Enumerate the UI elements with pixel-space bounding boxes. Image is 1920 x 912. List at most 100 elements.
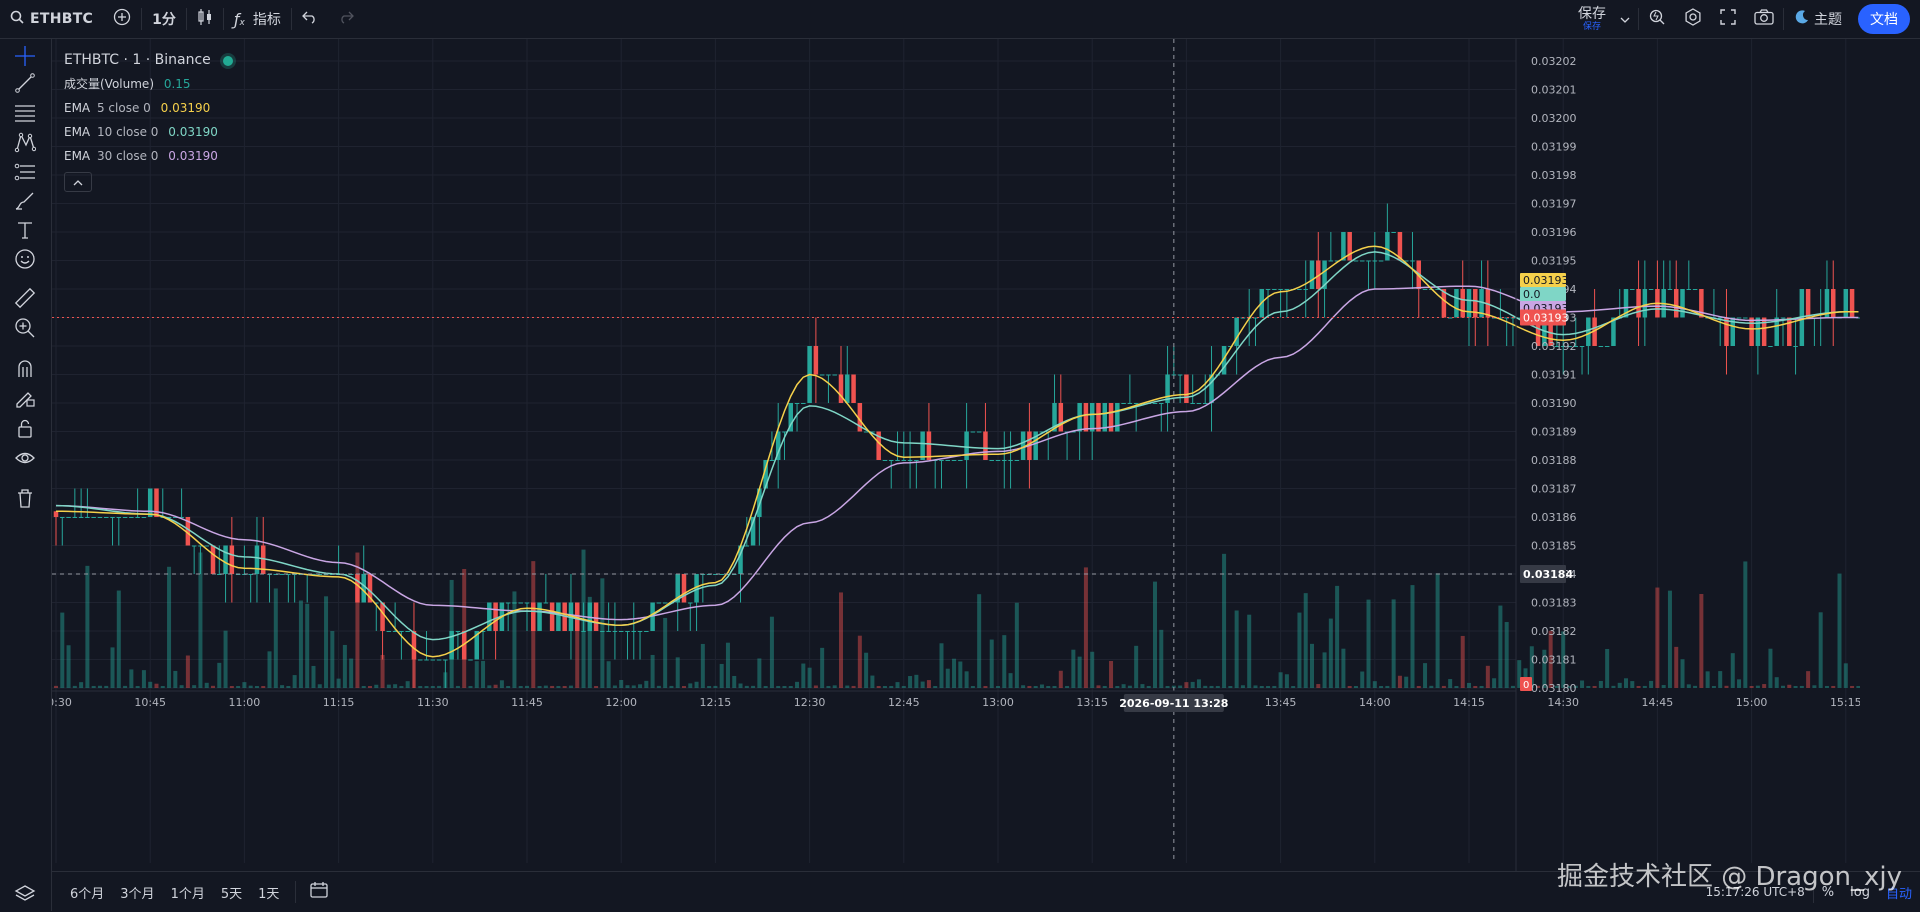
theme-button[interactable]: 主题: [1784, 0, 1852, 38]
symbol-search[interactable]: ETHBTC: [0, 0, 103, 38]
legend-volume-row[interactable]: 成交量(Volume) 0.15: [64, 72, 233, 96]
crosshair-tool-icon[interactable]: [12, 43, 38, 69]
save-options-button[interactable]: [1612, 0, 1638, 38]
volume-bar: [933, 685, 938, 688]
volume-bar: [1655, 587, 1660, 688]
legend-ema30-row[interactable]: EMA 30 close 0 0.03190: [64, 144, 233, 168]
watermark: 掘金技术社区 @ Dragon_xjy: [1556, 862, 1902, 892]
eye-tool-icon[interactable]: [12, 445, 38, 471]
fib-tool-icon[interactable]: [12, 159, 38, 185]
pencil-lock-tool-icon[interactable]: [12, 385, 38, 411]
volume-bar: [914, 674, 919, 688]
legend-collapse-button[interactable]: [64, 172, 92, 192]
volume-bar: [826, 685, 831, 688]
time-tick-label: 12:00: [605, 696, 637, 709]
candle-body: [631, 631, 637, 632]
price-tick-label: 0.03180: [1531, 682, 1577, 695]
volume-bar: [1636, 685, 1641, 688]
volume-bar: [908, 676, 913, 688]
volume-bar: [920, 681, 925, 688]
volume-bar: [795, 681, 800, 688]
candle-body: [1133, 403, 1139, 404]
range-5d[interactable]: 5天: [220, 886, 243, 902]
volume-tag-label: 0: [1523, 680, 1529, 691]
pattern-tool-icon[interactable]: [12, 129, 38, 155]
volume-bar: [223, 630, 228, 688]
price-tick-label: 0.03182: [1531, 625, 1577, 638]
layers-icon[interactable]: [12, 881, 38, 907]
candle-body: [1454, 289, 1459, 318]
legend-ema5-row[interactable]: EMA 5 close 0 0.03190: [64, 96, 233, 120]
volume-bar: [1460, 635, 1465, 688]
text-tool-icon[interactable]: [12, 217, 38, 243]
compare-add-button[interactable]: [103, 0, 141, 38]
volume-bar: [1391, 599, 1396, 688]
range-1m[interactable]: 1个月: [170, 886, 205, 902]
candle-body: [1297, 289, 1302, 290]
volume-bar: [1297, 612, 1302, 688]
candle-body: [198, 545, 203, 547]
volume-value: 0.15: [163, 77, 191, 91]
screenshot-button[interactable]: [1745, 0, 1783, 38]
candle-body: [1724, 317, 1729, 346]
candle-body: [1347, 232, 1352, 261]
horizontal-lines-tool-icon[interactable]: [12, 99, 38, 125]
toolbar-divider: [1812, 881, 1814, 903]
candle-body: [1592, 317, 1597, 346]
percent-toggle[interactable]: %: [1821, 884, 1835, 900]
volume-bar: [1705, 671, 1710, 688]
ema30-label: EMA: [64, 149, 91, 163]
quick-search-button[interactable]: [1639, 0, 1675, 38]
candle-body: [217, 574, 222, 575]
fullscreen-button[interactable]: [1711, 0, 1745, 38]
chart-type-button[interactable]: [187, 0, 223, 38]
indicators-button[interactable]: ƒx 指标: [224, 0, 291, 38]
candle-body: [1504, 317, 1509, 319]
legend-ema10-row[interactable]: EMA 10 close 0 0.03190: [64, 120, 233, 144]
price-chart[interactable]: 0.03202 0.03201 0.03200 0.03199 0.03198 0.031…: [40, 39, 1862, 871]
volume-bar: [625, 685, 630, 688]
candle-body: [857, 403, 863, 432]
lock-tool-icon[interactable]: [12, 415, 38, 441]
candle-body: [738, 545, 743, 574]
volume-bar: [192, 685, 197, 688]
magnet-tool-icon[interactable]: [12, 355, 38, 381]
candle-body: [461, 631, 467, 660]
volume-bar: [1441, 685, 1446, 688]
candle-body: [1221, 346, 1227, 375]
save-button[interactable]: 保存 保存: [1572, 7, 1612, 32]
range-6m[interactable]: 6个月: [70, 886, 105, 902]
clock-label[interactable]: 15:17:26 UTC+8: [1705, 885, 1805, 899]
volume-bar: [1127, 685, 1132, 688]
volume-bar: [1272, 685, 1277, 688]
candle-body: [895, 460, 900, 461]
volume-bar: [292, 675, 297, 688]
emoji-tool-icon[interactable]: [12, 246, 38, 272]
settings-button[interactable]: [1675, 0, 1711, 38]
candle-body: [72, 517, 78, 518]
ruler-tool-icon[interactable]: [12, 285, 38, 311]
candle-body: [1793, 346, 1798, 347]
trash-tool-icon[interactable]: [12, 485, 38, 511]
volume-bar: [713, 685, 718, 688]
volume-bar: [700, 643, 705, 688]
chart-pane[interactable]: 0.03202 0.03201 0.03200 0.03199 0.03198 0.031…: [40, 39, 1862, 871]
volume-bar: [1498, 605, 1503, 688]
docs-button[interactable]: 文档: [1858, 4, 1910, 34]
range-1d[interactable]: 1天: [258, 886, 280, 902]
candle-body: [1234, 317, 1239, 346]
brush-tool-icon[interactable]: [12, 188, 38, 214]
volume-bar: [135, 685, 140, 688]
range-3m[interactable]: 3个月: [120, 886, 155, 902]
undo-button[interactable]: [292, 0, 328, 38]
date-range-icon[interactable]: [304, 881, 334, 903]
zoom-in-tool-icon[interactable]: [12, 315, 38, 341]
volume-bar: [738, 683, 743, 688]
log-toggle[interactable]: log: [1850, 884, 1870, 900]
redo-button[interactable]: [328, 0, 364, 38]
interval-button[interactable]: 1分: [142, 0, 186, 38]
auto-toggle[interactable]: 自动: [1885, 886, 1912, 902]
volume-bar: [123, 685, 128, 688]
volume-bar: [487, 685, 492, 688]
trend-line-tool-icon[interactable]: [12, 70, 38, 96]
